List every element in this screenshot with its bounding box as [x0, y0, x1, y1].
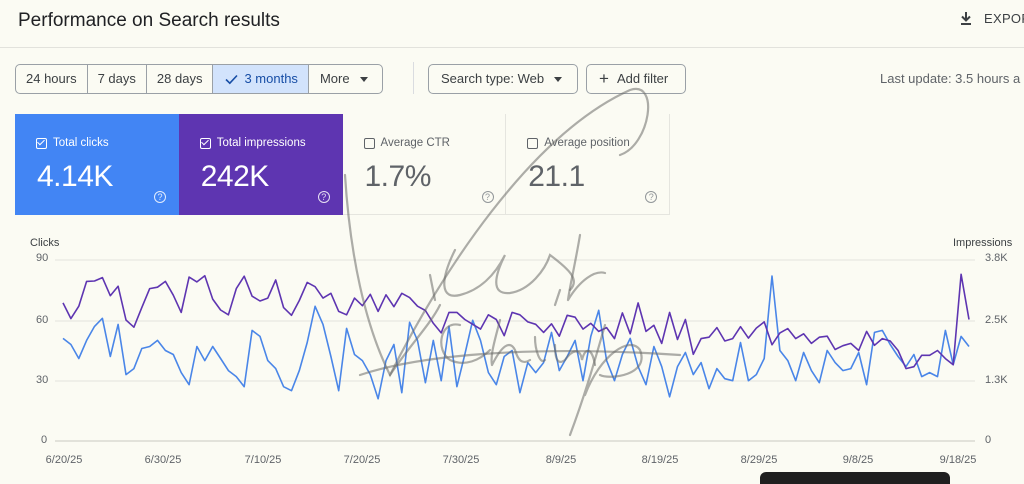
date-range-label: More	[319, 71, 350, 86]
chart-plot-area	[55, 259, 975, 442]
x-tick: 9/18/25	[939, 454, 977, 466]
left-tick: 30	[36, 374, 49, 386]
metric-value: 242K	[200, 160, 270, 193]
export-button[interactable]: EXPOR	[958, 10, 1024, 26]
x-tick: 8/29/25	[740, 454, 778, 466]
metric-label: Total impressions	[216, 137, 306, 149]
help-icon[interactable]: ?	[154, 191, 166, 203]
metric-card-average-position[interactable]: Average position 21.1 ?	[506, 114, 670, 215]
checkbox-unchecked-icon[interactable]	[527, 137, 539, 149]
x-tick: 8/9/25	[545, 454, 577, 466]
checkbox-unchecked-icon[interactable]	[363, 137, 375, 149]
floating-bar	[760, 472, 950, 484]
date-range-more[interactable]: More	[309, 65, 382, 93]
metric-label-row: Total impressions	[199, 137, 306, 149]
date-range-28-days[interactable]: 28 days	[147, 65, 214, 93]
date-range-selector: 24 hours 7 days 28 days 3 months More	[15, 64, 383, 94]
metric-label: Average position	[544, 137, 630, 149]
left-tick: 90	[36, 252, 49, 264]
left-axis-title: Clicks	[30, 237, 60, 249]
right-tick: 3.8K	[985, 252, 1008, 264]
search-type-dropdown[interactable]: Search type: Web	[428, 64, 578, 94]
export-label: EXPOR	[984, 10, 1024, 26]
caret-down-icon	[359, 76, 368, 82]
x-tick: 8/19/25	[641, 454, 679, 466]
help-icon[interactable]: ?	[645, 191, 658, 203]
x-tick: 7/20/25	[343, 454, 381, 466]
performance-chart: Clicks Impressions 90 60 30 0 3.8K 2.5K …	[0, 232, 1024, 484]
date-range-label: 7 days	[97, 71, 136, 86]
date-range-24-hours[interactable]: 24 hours	[16, 65, 88, 93]
metric-label: Total clicks	[53, 137, 109, 149]
help-icon[interactable]: ?	[481, 191, 494, 203]
checkbox-checked-icon[interactable]	[36, 137, 47, 149]
metric-card-total-impressions[interactable]: Total impressions 242K ?	[178, 114, 343, 215]
metric-label-row: Average CTR	[363, 137, 450, 149]
x-tick: 7/30/25	[442, 454, 480, 466]
add-filter-button[interactable]: + Add filter	[586, 64, 686, 94]
metric-value: 1.7%	[364, 160, 432, 193]
metric-value: 4.14K	[37, 160, 113, 193]
plus-icon: +	[599, 69, 609, 88]
x-tick: 9/8/25	[842, 454, 874, 466]
caret-down-icon	[554, 76, 563, 82]
download-icon	[961, 12, 971, 25]
add-filter-label: Add filter	[616, 71, 669, 86]
right-axis-title: Impressions	[953, 237, 1013, 249]
page-header: Performance on Search results EXPOR	[0, 0, 1024, 48]
date-range-label: 28 days	[156, 71, 203, 86]
x-tick: 6/20/25	[45, 454, 83, 466]
date-range-3-months[interactable]: 3 months	[213, 65, 309, 93]
checkbox-checked-icon[interactable]	[199, 137, 211, 149]
series-line-clicks	[62, 275, 970, 400]
x-tick: 7/10/25	[244, 454, 282, 466]
x-tick: 6/30/25	[144, 454, 182, 466]
metric-card-total-clicks[interactable]: Total clicks 4.14K ?	[15, 114, 179, 215]
date-range-label: 24 hours	[26, 71, 77, 86]
search-type-label: Search type: Web	[441, 71, 545, 86]
left-tick: 60	[36, 314, 49, 326]
right-tick: 2.5K	[985, 314, 1008, 326]
toolbar-divider	[413, 62, 414, 94]
right-tick: 1.3K	[985, 374, 1008, 386]
metric-label-row: Total clicks	[36, 137, 109, 149]
last-update-text: Last update: 3.5 hours a	[880, 71, 1021, 86]
metric-label-row: Average position	[527, 137, 630, 149]
left-tick: 0	[41, 434, 48, 446]
metric-cards: Total clicks 4.14K ? Total impressions 2…	[15, 114, 670, 215]
help-icon[interactable]: ?	[317, 191, 330, 203]
metric-card-average-ctr[interactable]: Average CTR 1.7% ?	[342, 114, 507, 215]
date-range-label: 3 months	[244, 71, 298, 86]
page-title: Performance on Search results	[18, 10, 280, 31]
metric-label: Average CTR	[380, 137, 450, 149]
toolbar: 24 hours 7 days 28 days 3 months More Se…	[0, 62, 1024, 96]
date-range-7-days[interactable]: 7 days	[88, 65, 147, 93]
check-icon	[225, 74, 239, 84]
right-tick: 0	[985, 434, 992, 446]
metric-value: 21.1	[528, 160, 585, 193]
